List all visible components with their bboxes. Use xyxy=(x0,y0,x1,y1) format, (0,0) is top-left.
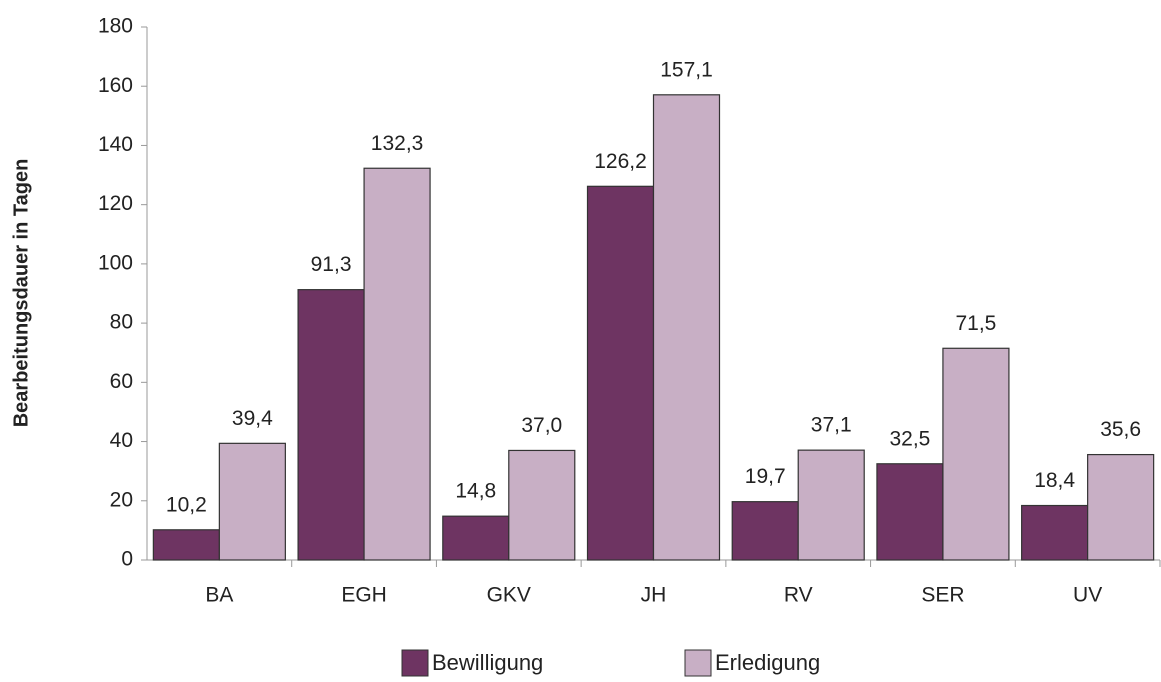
bar xyxy=(297,289,365,561)
legend-swatch xyxy=(401,649,429,677)
y-tick-label: 40 xyxy=(110,429,133,452)
data-label: 37,0 xyxy=(521,414,562,437)
bar xyxy=(363,167,431,561)
x-tick-label: RV xyxy=(784,584,813,607)
y-axis-label: Bearbeitungsdauer in Tagen xyxy=(10,159,32,428)
legend-swatch xyxy=(684,649,712,677)
x-tick-label: JH xyxy=(641,584,667,607)
y-tick-label: 0 xyxy=(121,548,133,571)
data-label: 18,4 xyxy=(1034,469,1075,492)
data-label: 37,1 xyxy=(811,414,852,437)
bar xyxy=(508,449,576,561)
data-label: 19,7 xyxy=(745,465,786,488)
data-label: 32,5 xyxy=(889,427,930,450)
bar xyxy=(652,94,721,561)
legend-label: Erledigung xyxy=(715,650,820,675)
y-tick-label: 20 xyxy=(110,488,133,511)
x-tick-label: SER xyxy=(921,584,964,607)
legend-label: Bewilligung xyxy=(432,650,543,675)
x-tick-label: UV xyxy=(1073,584,1102,607)
x-tick-label: EGH xyxy=(341,584,387,607)
data-label: 157,1 xyxy=(660,58,713,81)
bar xyxy=(152,529,220,561)
data-label: 91,3 xyxy=(311,253,352,276)
data-label: 132,3 xyxy=(371,132,424,155)
y-tick-label: 160 xyxy=(98,74,133,97)
y-tick-label: 180 xyxy=(98,15,133,38)
data-label: 71,5 xyxy=(955,312,996,335)
bar xyxy=(797,449,865,561)
bar xyxy=(586,185,655,561)
data-label: 126,2 xyxy=(594,150,647,173)
bar xyxy=(876,463,944,561)
bar xyxy=(442,515,510,561)
bar xyxy=(942,347,1010,561)
x-tick-label: GKV xyxy=(487,584,531,607)
data-label: 35,6 xyxy=(1100,418,1141,441)
bar xyxy=(1021,504,1089,561)
x-tick-label: BA xyxy=(205,584,233,607)
data-label: 14,8 xyxy=(455,480,496,503)
data-label: 39,4 xyxy=(232,407,273,430)
y-tick-label: 60 xyxy=(110,370,133,393)
bar xyxy=(218,442,286,561)
y-tick-label: 100 xyxy=(98,251,133,274)
bar xyxy=(731,501,799,561)
data-label: 10,2 xyxy=(166,493,207,516)
y-tick-label: 120 xyxy=(98,192,133,215)
bar xyxy=(1087,453,1155,561)
y-tick-label: 80 xyxy=(110,311,133,334)
y-tick-label: 140 xyxy=(98,133,133,156)
